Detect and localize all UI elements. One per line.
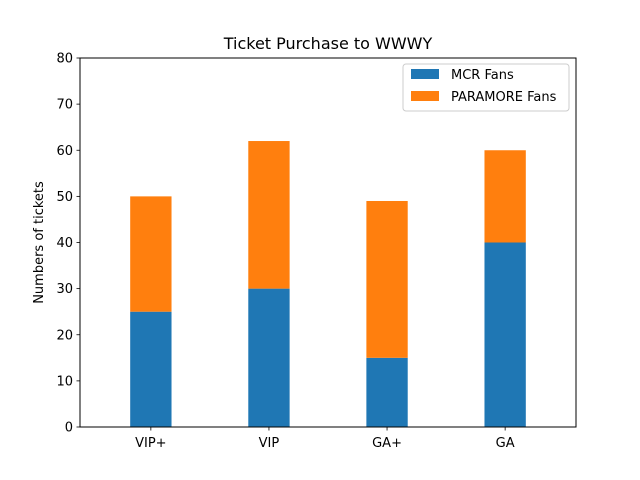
bars-group: [130, 141, 526, 427]
bar-series-1-ga-: [366, 200, 408, 358]
bar-series-1-vip: [248, 141, 290, 289]
y-tick-label: 10: [56, 374, 73, 389]
y-tick-label: 70: [56, 98, 73, 113]
y-tick-label: 30: [56, 282, 73, 297]
y-ticks-group: 0 10 20 30 40 50 60 70 80: [56, 52, 80, 436]
x-tick-label: GA: [496, 436, 515, 451]
y-tick-label: 60: [56, 144, 73, 159]
bar-series-0-ga: [484, 242, 526, 427]
bar-series-1-ga: [484, 150, 526, 243]
bar-series-0-vip-: [130, 311, 172, 427]
x-ticks-group: VIP+ VIP GA+ GA: [135, 427, 515, 451]
y-tick-label: 50: [56, 190, 73, 205]
bar-series-0-vip: [248, 288, 290, 427]
legend-label-1: PARAMORE Fans: [451, 90, 557, 105]
x-tick-label: VIP+: [135, 436, 166, 451]
chart-title: Ticket Purchase to WWWY: [223, 34, 433, 53]
legend-swatch-0: [411, 69, 439, 79]
legend: MCR Fans PARAMORE Fans: [402, 63, 570, 112]
legend-box: [402, 63, 570, 112]
x-tick-label: GA+: [372, 436, 402, 451]
plot-area-frame: [79, 57, 577, 428]
y-axis-label: Numbers of tickets: [32, 181, 47, 304]
y-tick-label: 20: [56, 328, 73, 343]
y-tick-label: 80: [56, 52, 73, 67]
y-tick-label: 40: [56, 236, 73, 251]
x-tick-label: VIP: [259, 436, 280, 451]
bar-series-1-vip-: [130, 196, 172, 312]
legend-swatch-1: [411, 91, 439, 101]
legend-label-0: MCR Fans: [451, 68, 514, 83]
y-tick-label: 0: [65, 421, 73, 436]
bar-series-0-ga-: [366, 357, 408, 427]
